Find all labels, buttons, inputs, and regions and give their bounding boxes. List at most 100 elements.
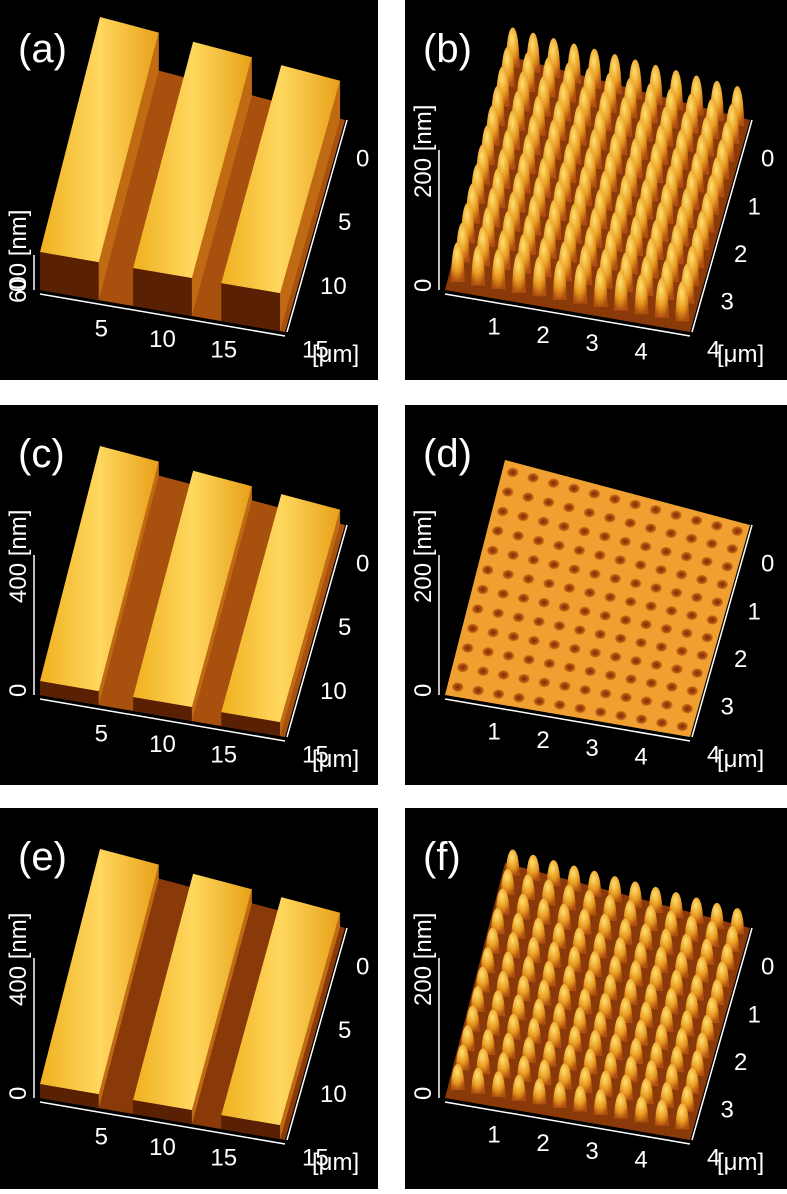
pillar: [465, 1005, 480, 1032]
pore: [451, 681, 464, 692]
pore: [624, 596, 637, 607]
pore: [517, 593, 530, 604]
ridge-top: [133, 41, 252, 279]
x-tick-label: 15: [210, 337, 237, 364]
pillar: [505, 849, 520, 876]
pillar: [500, 868, 515, 895]
y-tick-label: 5: [338, 209, 351, 236]
pillar: [450, 241, 465, 282]
unit-label: [μm]: [312, 1149, 359, 1176]
pore: [670, 510, 683, 521]
ridge-flank: [98, 461, 159, 706]
pillar: [552, 1081, 567, 1108]
ridge-flank: [280, 509, 341, 737]
ridge-top: [40, 446, 159, 692]
pore: [655, 641, 668, 652]
pillar: [511, 1074, 526, 1101]
pillar: [516, 975, 531, 1002]
y-tick-label: 10: [320, 273, 347, 300]
pillar: [521, 956, 536, 983]
pillar: [485, 927, 500, 954]
ridge-flank: [98, 32, 159, 301]
pore: [640, 619, 653, 630]
pore: [705, 538, 718, 549]
ridge-flank: [280, 80, 341, 332]
pore: [645, 678, 658, 689]
ridge-side: [40, 1084, 99, 1109]
y-tick-label: 15: [302, 336, 329, 363]
pore: [522, 574, 535, 585]
y-tick-label: 2: [734, 1049, 747, 1076]
pillar: [516, 893, 531, 920]
pore: [691, 668, 704, 679]
y-tick-label: 2: [734, 241, 747, 268]
panel-label: (a): [18, 27, 67, 71]
y-tick-label: 0: [761, 954, 774, 981]
x-tick-label: 2: [536, 727, 549, 754]
ridge-top: [40, 849, 159, 1095]
x-axis: [39, 1101, 286, 1145]
pillar: [475, 966, 490, 993]
ridge-top: [221, 897, 341, 1126]
pore: [706, 614, 719, 625]
pore: [629, 499, 642, 510]
pore: [629, 578, 642, 589]
ridge-side: [133, 1099, 192, 1125]
pillar: [634, 274, 649, 315]
pillar: [511, 994, 526, 1021]
pillar: [496, 1051, 511, 1078]
pore: [686, 685, 699, 696]
pore: [573, 545, 586, 556]
pore: [497, 669, 510, 680]
pore: [625, 674, 638, 685]
pore: [655, 564, 668, 575]
pore: [609, 573, 622, 584]
y-tick-label: 3: [721, 289, 734, 316]
pore: [670, 664, 683, 675]
ridge-side: [133, 696, 192, 722]
pore: [690, 592, 703, 603]
pillar: [486, 1009, 501, 1036]
y-tick-label: 1: [748, 193, 761, 220]
pore: [726, 543, 739, 554]
pore: [558, 681, 571, 692]
pore: [624, 518, 637, 529]
y-tick-label: 4: [707, 1144, 720, 1171]
pore: [588, 488, 601, 499]
pore: [675, 646, 688, 657]
pillar: [501, 1032, 516, 1059]
pore: [491, 525, 504, 536]
pore: [685, 610, 698, 621]
unit-label: [μm]: [717, 341, 764, 368]
pillar: [526, 936, 541, 963]
pore: [675, 569, 688, 580]
y-tick-label: 0: [356, 551, 369, 578]
panel-label: (c): [18, 432, 65, 476]
y-tick-label: 3: [721, 1097, 734, 1124]
pore: [517, 673, 530, 684]
pore: [579, 684, 592, 695]
pore: [512, 612, 525, 623]
pore: [492, 689, 505, 700]
pore: [568, 564, 581, 575]
pore: [574, 703, 587, 714]
ridge-flank: [191, 889, 252, 1125]
pore: [599, 688, 612, 699]
unit-label: [μm]: [717, 1149, 764, 1176]
pillar: [470, 985, 485, 1012]
y-axis: [286, 119, 348, 333]
pore: [568, 643, 581, 654]
pore: [665, 528, 678, 539]
pore: [578, 606, 591, 617]
pillar: [471, 245, 486, 286]
pore: [538, 677, 551, 688]
y-tick-label: 0: [761, 551, 774, 578]
pore: [695, 574, 708, 585]
z-zero-label: 0: [5, 684, 32, 697]
pore: [685, 533, 698, 544]
pore: [533, 696, 546, 707]
pillar: [490, 907, 505, 934]
x-tick-label: 10: [149, 731, 176, 758]
pore: [615, 710, 628, 721]
